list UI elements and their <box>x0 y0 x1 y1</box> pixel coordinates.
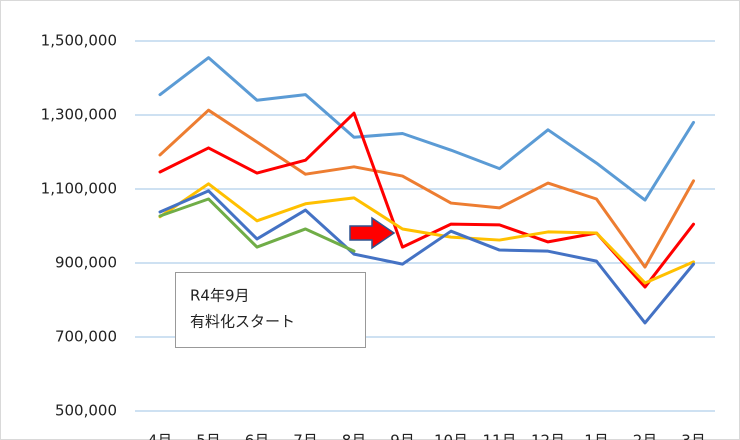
x-tick-label: 5月 <box>196 432 221 440</box>
x-tick-label: 1月 <box>584 432 609 440</box>
x-tick-label: 6月 <box>245 432 270 440</box>
y-tick-label: 700,000 <box>55 328 117 346</box>
y-tick-label: 1,100,000 <box>41 180 117 198</box>
y-tick-label: 1,500,000 <box>41 32 117 50</box>
series-line <box>158 182 695 285</box>
x-tick-label: 8月 <box>342 432 367 440</box>
x-tick-label: 7月 <box>293 432 318 440</box>
annotation-box <box>175 272 366 348</box>
x-tick-label: 11月 <box>482 432 516 440</box>
series-line <box>158 189 695 325</box>
series-line <box>158 56 695 202</box>
y-tick-label: 900,000 <box>55 254 117 272</box>
x-tick-label: 12月 <box>531 432 565 440</box>
arrow <box>349 216 396 250</box>
series-line <box>158 197 356 253</box>
x-tick-label: 10月 <box>434 432 468 440</box>
annotation-line: 有料化スタート <box>190 313 295 331</box>
series-line <box>158 108 695 269</box>
y-tick-label: 1,300,000 <box>41 106 117 124</box>
lines <box>158 56 695 325</box>
x-tick-label: 2月 <box>633 432 658 440</box>
x-tick-label: 9月 <box>390 432 415 440</box>
annotation-line: R4年9月 <box>190 287 250 305</box>
x-tick-label: 4月 <box>148 432 173 440</box>
x-tick-label: 3月 <box>681 432 706 440</box>
y-tick-label: 500,000 <box>55 402 117 420</box>
